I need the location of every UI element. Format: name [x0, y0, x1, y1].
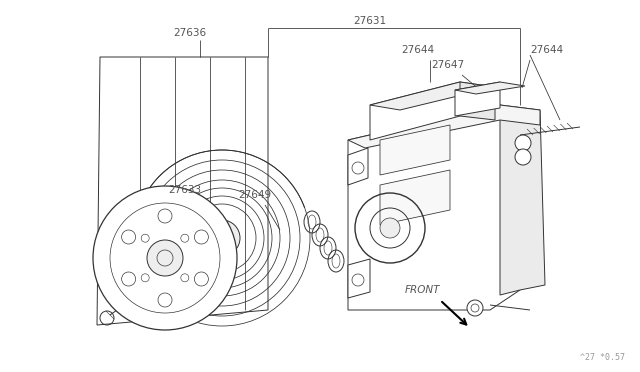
- Text: 27644: 27644: [401, 45, 435, 55]
- Polygon shape: [455, 82, 500, 116]
- Circle shape: [158, 209, 172, 223]
- Circle shape: [204, 220, 240, 256]
- Text: 27633: 27633: [168, 185, 202, 195]
- Polygon shape: [500, 105, 545, 295]
- Circle shape: [158, 293, 172, 307]
- Text: 27631: 27631: [353, 16, 387, 26]
- Polygon shape: [460, 82, 495, 120]
- Polygon shape: [348, 148, 368, 185]
- Polygon shape: [455, 82, 525, 94]
- Polygon shape: [380, 125, 450, 175]
- Polygon shape: [348, 105, 520, 310]
- Circle shape: [515, 135, 531, 151]
- Text: 27647: 27647: [431, 60, 465, 70]
- Text: 27644: 27644: [530, 45, 563, 55]
- Polygon shape: [380, 170, 450, 225]
- Circle shape: [515, 149, 531, 165]
- Circle shape: [467, 300, 483, 316]
- Circle shape: [122, 230, 136, 244]
- Circle shape: [147, 240, 183, 276]
- Circle shape: [122, 272, 136, 286]
- Polygon shape: [348, 259, 370, 298]
- Polygon shape: [370, 82, 495, 110]
- Text: 27636: 27636: [173, 28, 207, 38]
- Text: 27649: 27649: [239, 190, 271, 200]
- Circle shape: [380, 218, 400, 238]
- Circle shape: [195, 230, 209, 244]
- Text: ^27 *0.57: ^27 *0.57: [580, 353, 625, 362]
- Polygon shape: [370, 82, 460, 140]
- Polygon shape: [97, 57, 268, 325]
- Circle shape: [195, 272, 209, 286]
- Circle shape: [93, 186, 237, 330]
- Text: FRONT: FRONT: [405, 285, 440, 295]
- Polygon shape: [348, 105, 540, 148]
